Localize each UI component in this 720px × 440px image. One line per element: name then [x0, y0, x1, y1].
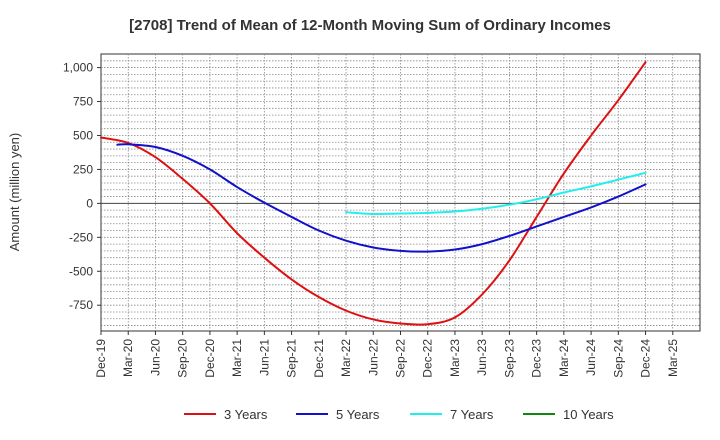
- x-tick-label: Mar-24: [557, 339, 571, 377]
- x-tick-label: Mar-23: [448, 339, 462, 377]
- x-tick-label: Dec-24: [639, 339, 653, 378]
- x-tick-label: Mar-25: [666, 339, 680, 377]
- x-tick-label: Sep-22: [394, 339, 408, 378]
- x-tick-label: Sep-21: [285, 339, 299, 378]
- x-axis-ticks: Dec-19 Mar-20 Jun-20 Sep-20 Dec-20 Mar-21 Jun-…: [94, 331, 680, 378]
- legend-label: 5 Years: [336, 407, 380, 422]
- y-tick-label: 250: [73, 162, 93, 176]
- x-tick-label: Jun-23: [475, 339, 489, 376]
- series-line-7-years: [345, 171, 647, 216]
- legend-label: 7 Years: [450, 407, 494, 422]
- x-tick-label: Jun-21: [257, 339, 271, 376]
- x-tick-label: Mar-20: [121, 339, 135, 377]
- series-lines: [100, 61, 647, 326]
- legend-label: 10 Years: [563, 407, 614, 422]
- x-tick-label: Dec-20: [203, 339, 217, 378]
- x-tick-label: Jun-22: [366, 339, 380, 376]
- x-tick-label: Mar-21: [230, 339, 244, 377]
- y-tick-label: 750: [73, 95, 93, 109]
- x-tick-label: Dec-23: [530, 339, 544, 378]
- x-tick-label: Dec-19: [94, 339, 108, 378]
- x-tick-label: Jun-20: [148, 339, 162, 376]
- y-tick-label: 0: [86, 196, 93, 210]
- chart-title: [2708] Trend of Mean of 12-Month Moving …: [129, 17, 611, 34]
- x-tick-label: Dec-21: [312, 339, 326, 378]
- series-line-5-years: [116, 143, 647, 253]
- x-tick-label: Sep-23: [502, 339, 516, 378]
- legend: 3 Years 5 Years 7 Years 10 Years: [184, 407, 614, 422]
- y-tick-label: -500: [69, 264, 93, 278]
- y-tick-label: -250: [69, 230, 93, 244]
- x-tick-label: Dec-22: [421, 339, 435, 378]
- gridlines: [101, 54, 700, 331]
- x-tick-label: Sep-20: [176, 339, 190, 378]
- y-axis-ticks: 1,000 750 500 250 0 -250 -500 -750: [63, 61, 101, 312]
- y-tick-label: 500: [73, 128, 93, 142]
- x-tick-label: Mar-22: [339, 339, 353, 377]
- y-axis-label: Amount (million yen): [7, 133, 22, 252]
- y-tick-label: -750: [69, 298, 93, 312]
- y-tick-label: 1,000: [63, 61, 93, 75]
- x-tick-label: Jun-24: [584, 339, 598, 376]
- legend-label: 3 Years: [224, 407, 268, 422]
- x-tick-label: Sep-24: [611, 339, 625, 378]
- series-line-3-years: [100, 61, 647, 326]
